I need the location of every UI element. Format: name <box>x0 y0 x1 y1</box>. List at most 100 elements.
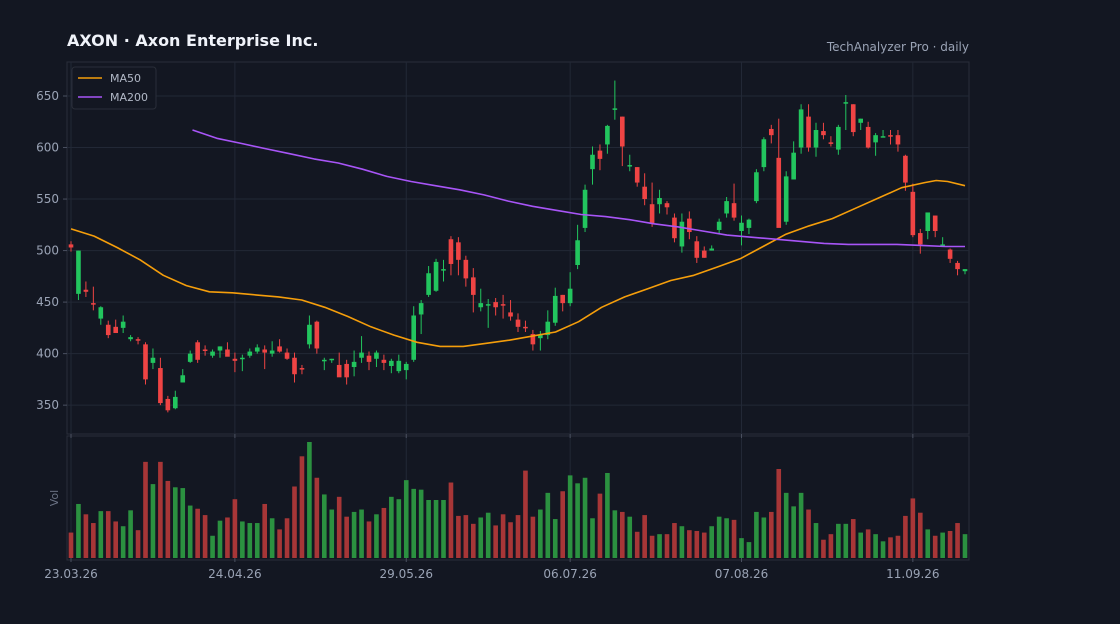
volume-bar <box>269 518 275 558</box>
candle-body <box>627 165 633 167</box>
candle-body <box>307 324 312 345</box>
candle-body <box>724 201 729 214</box>
volume-bar <box>634 531 640 558</box>
candle-body <box>940 244 945 246</box>
volume-bar <box>917 512 923 558</box>
volume-bar <box>716 516 722 558</box>
candle-body <box>172 396 178 409</box>
candle-body <box>701 250 707 258</box>
volume-bar <box>858 532 864 558</box>
volume-bar <box>113 521 119 558</box>
candle-body <box>552 295 558 323</box>
candle-body <box>597 150 603 159</box>
volume-bar <box>605 472 610 558</box>
price-tick-label: 550 <box>36 192 59 206</box>
volume-bar <box>687 530 692 558</box>
volume-bar <box>679 526 685 558</box>
volume-bar <box>172 487 178 558</box>
candle-body <box>187 353 193 362</box>
candle-body <box>456 242 461 260</box>
volume-bar <box>538 509 543 558</box>
volume-bar <box>821 539 826 558</box>
candle-body <box>91 303 96 305</box>
volume-bar <box>597 493 603 558</box>
volume-bar <box>202 515 208 558</box>
volume-bar <box>284 518 290 558</box>
volume-bar <box>128 510 133 558</box>
candle-body <box>158 368 163 404</box>
grid <box>67 62 969 558</box>
volume-panel <box>66 435 970 561</box>
candle-body <box>128 337 133 340</box>
date-tick-label: 23.03.26 <box>44 567 97 581</box>
volume-bar <box>485 512 491 558</box>
candle-body <box>947 249 953 259</box>
volume-bar <box>955 523 960 558</box>
candle-body <box>828 142 834 144</box>
candle-body <box>672 217 677 239</box>
volume-bar <box>515 515 521 558</box>
volume-bar <box>232 499 238 558</box>
volume-bar <box>947 530 953 558</box>
volume-bar <box>895 535 901 558</box>
volume-bar <box>910 498 916 558</box>
candle-body <box>232 358 238 361</box>
candle-body <box>903 155 908 183</box>
volume-bar <box>664 534 670 558</box>
volume-bar <box>590 518 595 558</box>
volume-bar <box>165 480 171 558</box>
volume-bar <box>389 496 394 558</box>
candle-body <box>217 346 223 351</box>
date-tick-label: 11.09.26 <box>886 567 939 581</box>
source-label: TechAnalyzer Pro · daily <box>826 40 969 54</box>
volume-bar <box>694 530 700 558</box>
volume-bar <box>508 522 513 558</box>
candle-body <box>411 315 417 360</box>
candle-body <box>262 349 268 353</box>
candle-body <box>917 233 923 245</box>
volume-bar <box>530 516 536 558</box>
candle-body <box>776 157 782 228</box>
volume-bar <box>940 532 945 558</box>
candle-body <box>545 321 551 336</box>
candle-body <box>314 321 320 349</box>
candle-body <box>247 351 253 356</box>
volume-bar <box>247 523 253 558</box>
candle-body <box>68 244 74 248</box>
candles <box>68 80 968 413</box>
ma50-line <box>70 179 966 348</box>
candle-body <box>135 339 141 341</box>
moving-averages <box>70 129 966 348</box>
candle-body <box>746 219 752 228</box>
candle-body <box>83 289 89 292</box>
volume-bar <box>299 456 305 558</box>
candle-body <box>560 294 566 304</box>
volume-bar <box>277 529 282 558</box>
candle-body <box>910 191 916 236</box>
volume-bar <box>627 516 633 558</box>
volume-bars <box>68 442 968 558</box>
candle-body <box>649 204 655 224</box>
candle-body <box>143 344 148 380</box>
volume-bar <box>582 477 588 558</box>
candle-body <box>366 355 372 362</box>
chart-title: AXON · Axon Enterprise Inc. <box>67 31 319 50</box>
volume-bar <box>567 475 573 558</box>
price-tick-label: 650 <box>36 89 59 103</box>
volume-bar <box>217 520 223 558</box>
candle-body <box>538 335 543 339</box>
candle-body <box>389 360 394 366</box>
candle-body <box>113 326 119 334</box>
candle-body <box>873 135 878 143</box>
volume-bar <box>612 510 618 558</box>
date-tick-label: 06.07.26 <box>543 567 596 581</box>
candle-body <box>925 212 931 231</box>
volume-bar <box>336 496 342 558</box>
candle-body <box>634 167 640 183</box>
volume-bar <box>701 532 707 558</box>
candle-body <box>508 312 513 317</box>
candle-body <box>359 352 364 358</box>
price-tick-label: 400 <box>36 347 59 361</box>
candle-body <box>225 349 230 357</box>
